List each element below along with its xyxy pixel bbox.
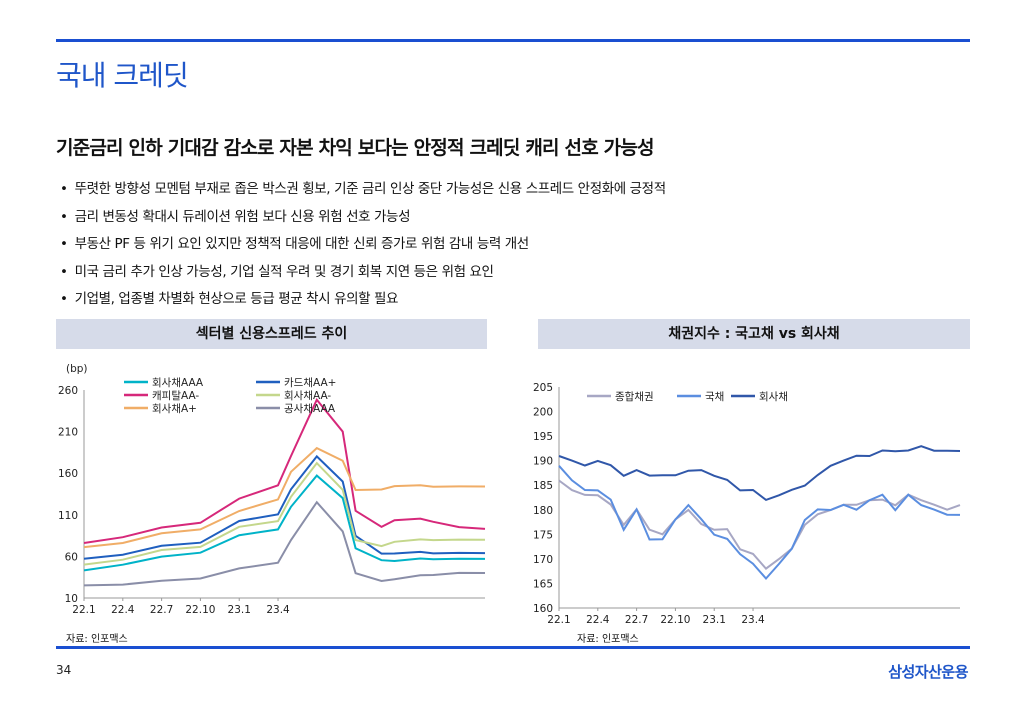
y-tick-label: 160 (533, 603, 553, 615)
series-line-캐피탈AA- (83, 397, 486, 544)
legend-label: 공사채AAA (284, 403, 336, 415)
bullet-item: 미국 금리 추가 인상 가능성, 기업 실적 우려 및 경기 회복 지연 등은 … (60, 259, 666, 287)
left-chart-title: 섹터별 신용스프레드 추이 (56, 319, 487, 349)
bullet-item: 부동산 PF 등 위기 요인 있지만 정책적 대응에 대한 신뢰 증가로 위험 … (60, 231, 666, 259)
x-tick-label: 22.10 (660, 614, 690, 626)
legend-label: 카드채AA+ (284, 377, 336, 389)
y-tick-label: 185 (533, 480, 553, 492)
series-line-카드채AA+ (83, 454, 486, 560)
x-tick-label: 23.4 (741, 614, 765, 626)
y-tick-label: 200 (533, 407, 553, 419)
company-logo: 삼성자산운용 (888, 663, 968, 681)
y-tick-label: 165 (533, 578, 553, 590)
y-tick-label: 175 (533, 529, 553, 541)
y-tick-label: 60 (65, 551, 78, 563)
series-line-회사채A+ (83, 446, 486, 549)
right-chart-title: 채권지수 : 국고채 vs 회사채 (538, 319, 970, 349)
x-tick-label: 22.4 (111, 604, 135, 616)
left-chart-source: 자료: 인포맥스 (66, 634, 128, 645)
legend-label: 국채 (705, 391, 724, 403)
x-tick-label: 23.1 (228, 604, 251, 616)
x-tick-label: 23.1 (703, 614, 726, 626)
y-tick-label: 160 (58, 468, 78, 480)
bullet-list: 뚜렷한 방향성 모멘텀 부재로 좁은 박스권 횡보, 기준 금리 인상 중단 가… (60, 176, 667, 314)
bullet-item: 뚜렷한 방향성 모멘텀 부재로 좁은 박스권 횡보, 기준 금리 인상 중단 가… (60, 176, 667, 204)
y-axis-unit-label: (bp) (66, 363, 88, 375)
legend-label: 회사채A+ (152, 403, 197, 415)
x-tick-label: 22.7 (625, 614, 648, 626)
series-line-회사채AAA (83, 474, 486, 572)
bullet-item: 금리 변동성 확대시 듀레이션 위험 보다 신용 위험 선호 가능성 (60, 204, 666, 232)
top-divider (56, 39, 970, 42)
y-tick-label: 170 (533, 554, 553, 566)
series-line-국채 (558, 465, 961, 581)
y-tick-label: 195 (533, 431, 553, 443)
y-tick-label: 190 (533, 456, 553, 468)
x-tick-label: 22.10 (185, 604, 215, 616)
legend-label: 종합채권 (615, 391, 654, 403)
series-line-회사채AA- (83, 461, 486, 566)
x-tick-label: 22.4 (586, 614, 610, 626)
x-tick-label: 23.4 (266, 604, 290, 616)
legend-label: 회사채AA- (284, 390, 331, 402)
right-chart-source: 자료: 인포맥스 (577, 634, 639, 645)
legend-label: 회사채 (759, 391, 788, 403)
x-tick-label: 22.1 (547, 614, 570, 626)
series-line-종합채권 (558, 479, 961, 570)
x-tick-label: 22.7 (150, 604, 173, 616)
legend-label: 캐피탈AA- (152, 389, 199, 402)
y-tick-label: 210 (58, 427, 78, 439)
page-number: 34 (56, 663, 72, 677)
y-tick-label: 205 (533, 382, 553, 394)
page-subtitle: 기준금리 인하 기대감 감소로 자본 차익 보다는 안정적 크레딧 캐리 선호 … (56, 137, 655, 159)
page-title: 국내 크레딧 (56, 59, 189, 92)
y-tick-label: 260 (58, 385, 78, 397)
x-tick-label: 22.1 (72, 604, 95, 616)
series-line-공사채AAA (83, 500, 486, 587)
footer-divider (56, 646, 970, 649)
legend-label: 회사채AAA (152, 377, 204, 389)
series-line-회사채 (558, 445, 961, 502)
y-tick-label: 10 (65, 593, 78, 605)
y-tick-label: 110 (58, 510, 78, 522)
bullet-item: 기업별, 업종별 차별화 현상으로 등급 평균 착시 유의할 필요 (60, 286, 666, 314)
y-tick-label: 180 (533, 505, 553, 517)
